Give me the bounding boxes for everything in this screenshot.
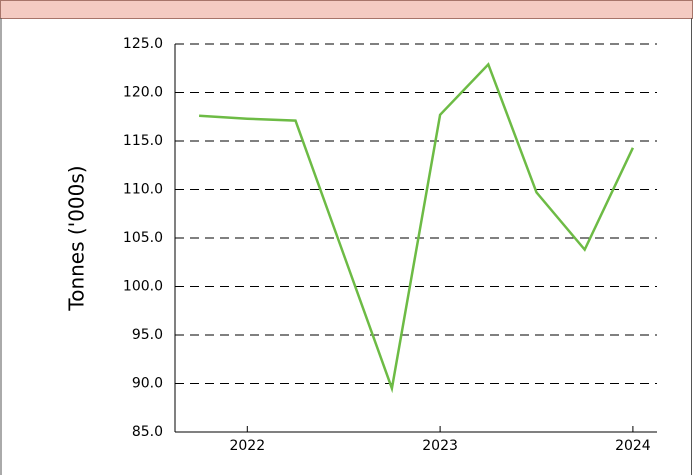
header-bar bbox=[0, 0, 693, 19]
y-tick-label: 85.0 bbox=[132, 424, 163, 440]
y-tick-label: 100.0 bbox=[123, 279, 163, 295]
y-tick-label: 125.0 bbox=[123, 36, 163, 52]
data-line bbox=[199, 62, 635, 394]
y-axis-label: Tonnes ('000s) bbox=[65, 165, 89, 311]
y-tick-label: 105.0 bbox=[123, 230, 163, 246]
y-tick-label: 115.0 bbox=[123, 133, 163, 149]
x-tick-label: 2023 bbox=[422, 438, 458, 454]
y-tick-label: 110.0 bbox=[123, 182, 163, 198]
y-tick-label: 120.0 bbox=[123, 85, 163, 101]
x-tick-label: 2022 bbox=[229, 438, 265, 454]
y-tick-label: 90.0 bbox=[132, 376, 163, 392]
y-tick-label: 95.0 bbox=[132, 327, 163, 343]
x-tick-label: 2024 bbox=[615, 438, 651, 454]
